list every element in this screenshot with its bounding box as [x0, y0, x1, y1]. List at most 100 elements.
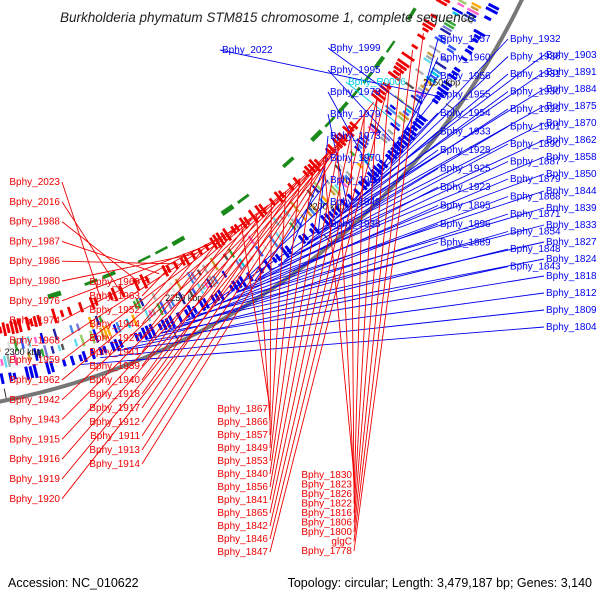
- plus-strand-gene: [437, 86, 449, 96]
- leader-line: [141, 137, 343, 451]
- cog-feature: [463, 13, 477, 23]
- gene-label-plus: Bphy_1818: [546, 271, 597, 282]
- leader-line: [61, 101, 375, 500]
- gene-label-plus: Bphy_1824: [546, 254, 597, 265]
- minus-strand-gene: [430, 13, 438, 20]
- gene-label-plus: Bphy_1978: [330, 87, 381, 98]
- leader-line: [61, 240, 160, 275]
- cog-feature: [329, 184, 341, 196]
- plus-strand-gene: [133, 332, 140, 342]
- gene-label-plus: Bphy_1970: [330, 153, 381, 164]
- leader-line: [322, 156, 355, 476]
- plus-strand-gene: [402, 129, 416, 141]
- cog-feature: [309, 203, 320, 214]
- leader-line: [345, 81, 397, 123]
- leader-line: [141, 228, 237, 353]
- cog-feature: [92, 328, 100, 343]
- plus-strand-gene: [447, 72, 458, 81]
- gene-label-minus: Bphy_1842: [217, 521, 268, 532]
- plus-strand-gene: [323, 212, 334, 223]
- cog-feature: [434, 36, 447, 45]
- cog-feature: [39, 332, 45, 344]
- gene-label-plus: Bphy_1930: [510, 87, 561, 98]
- cog-feature: [356, 162, 364, 169]
- gc-tick: [282, 156, 295, 169]
- leader-line: [327, 69, 404, 152]
- plus-strand-gene: [412, 120, 422, 130]
- gene-label-minus: glgC: [331, 537, 352, 548]
- gene-label-plus: Bphy_1953: [330, 175, 381, 186]
- leader-line: [317, 108, 509, 235]
- gene-label-minus: Bphy_1866: [217, 417, 268, 428]
- minus-strand-gene: [50, 308, 58, 324]
- gene-label-minus: Bphy_1915: [9, 434, 60, 445]
- leader-line: [269, 112, 366, 527]
- cog-feature: [26, 352, 32, 361]
- cog-feature: [381, 133, 391, 142]
- gene-label-minus: Bphy_1916: [9, 454, 60, 465]
- gc-tick: [337, 101, 349, 114]
- gene-label-plus: Bphy_1843: [510, 262, 561, 273]
- gene-label-minus: Bphy_1778: [301, 546, 352, 557]
- minus-strand-gene: [421, 26, 430, 33]
- cog-feature: [451, 6, 464, 15]
- plus-strand-gene: [395, 140, 406, 150]
- leader-line: [141, 152, 329, 437]
- plus-strand-gene: [473, 33, 482, 40]
- cog-feature: [294, 217, 303, 227]
- gene-label-plus: Bphy_1870: [546, 118, 597, 129]
- cog-feature: [466, 7, 480, 16]
- gene-label-plus: Bphy_1928: [440, 145, 491, 156]
- minus-strand-gene: [211, 234, 223, 249]
- gene-label-minus: Bphy_1962: [9, 375, 60, 386]
- gene-label-minus: Bphy_1826: [301, 489, 352, 500]
- gene-label-minus: Bphy_1840: [217, 469, 268, 480]
- gene-label-plus: Bphy_1960: [440, 53, 491, 64]
- leader-line: [373, 56, 509, 184]
- gene-label-minus: Bphy_1919: [9, 474, 60, 485]
- gene-label-minus: Bphy_1963: [89, 291, 140, 302]
- leader-line: [272, 156, 545, 270]
- gene-label-plus: Bphy_1979: [330, 109, 381, 120]
- cog-feature: [456, 2, 465, 8]
- minus-strand-gene: [1, 322, 8, 337]
- cog-feature: [443, 21, 455, 30]
- leader-line: [61, 181, 102, 300]
- cog-feature: [387, 128, 394, 136]
- cog-feature: [13, 353, 19, 366]
- cog-feature: [33, 347, 39, 361]
- minus-strand-gene: [29, 318, 34, 327]
- minus-strand-gene: [118, 284, 126, 298]
- leader-line: [269, 83, 390, 553]
- gc-tick: [350, 86, 361, 99]
- gene-label-minus: Bphy_1944: [89, 319, 140, 330]
- cog-feature: [221, 270, 228, 278]
- leader-line: [185, 223, 329, 322]
- minus-strand-gene: [107, 291, 114, 301]
- plus-strand-gene: [140, 327, 149, 341]
- plus-strand-gene: [397, 136, 410, 147]
- gene-label-plus: Bphy_1948: [330, 197, 381, 208]
- plus-strand-gene: [12, 372, 17, 380]
- cog-feature: [307, 205, 317, 217]
- position-label: 2150 kbp: [423, 77, 460, 87]
- gene-label-minus: Bphy_1849: [217, 443, 268, 454]
- leader-line: [327, 47, 429, 122]
- cog-feature: [379, 136, 388, 144]
- cog-feature: [471, 1, 482, 9]
- gene-label-minus: Bphy_1800: [301, 527, 352, 538]
- leader-line: [256, 213, 271, 423]
- leader-line: [120, 292, 545, 351]
- leader-line: [353, 49, 414, 542]
- minus-strand-gene: [411, 43, 419, 50]
- gene-label-plus: Bphy_1887: [510, 157, 561, 168]
- plus-strand-gene: [157, 323, 164, 331]
- leader-line: [339, 88, 545, 216]
- plus-strand-gene: [32, 363, 39, 379]
- leader-line: [240, 224, 271, 410]
- plus-strand-gene: [464, 48, 473, 55]
- cog-feature: [177, 291, 187, 305]
- plus-strand-gene: [471, 37, 479, 44]
- leader-line: [298, 126, 509, 251]
- plus-strand-gene: [473, 28, 486, 38]
